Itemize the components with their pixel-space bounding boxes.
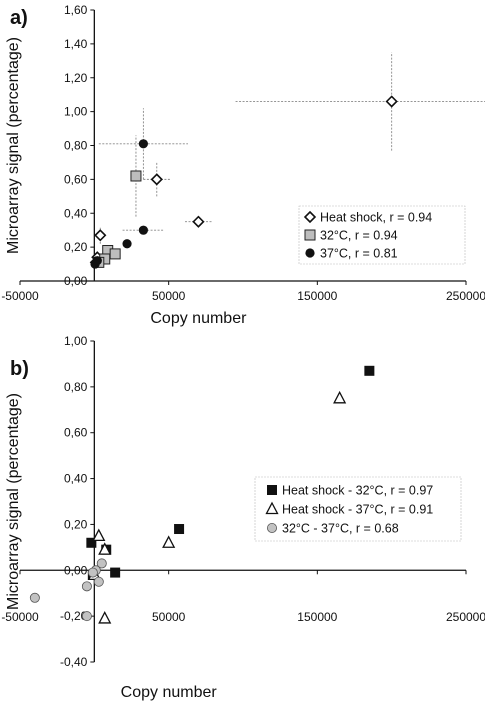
data-point-series-3 — [122, 239, 132, 249]
legend-label-2: Heat shock - 37°C, r = 0.91 — [282, 503, 433, 517]
data-point-series-1 — [385, 95, 398, 108]
y-tick-label: -0,20 — [60, 609, 88, 623]
y-axis-label-a: Microarray signal (percentage) — [5, 37, 22, 254]
data-point-series-3 — [96, 558, 107, 569]
y-tick-label: 0,60 — [64, 172, 88, 186]
data-point-series-2 — [333, 390, 347, 404]
x-tick-label: 150000 — [297, 610, 337, 624]
data-point-series-1 — [86, 537, 97, 548]
legend-marker-2 — [304, 229, 316, 241]
data-point-series-2 — [92, 528, 106, 542]
data-point-series-3 — [29, 592, 40, 603]
y-tick-label: 0,60 — [64, 426, 88, 440]
x-tick-label: 250000 — [446, 289, 485, 303]
legend-label-2: 32°C, r = 0.94 — [320, 229, 398, 243]
y-axis-label-b: Microarray signal (percentage) — [5, 393, 22, 610]
data-point-series-1 — [364, 365, 375, 376]
x-tick-label: 150000 — [297, 289, 337, 303]
legend-label-1: Heat shock - 32°C, r = 0.97 — [282, 484, 433, 498]
data-point-series-2 — [98, 611, 112, 624]
y-tick-label: 0,40 — [64, 472, 88, 486]
y-tick-label: 0,80 — [64, 139, 88, 153]
x-tick-label: -50000 — [1, 289, 39, 303]
panel-b-label: b) — [10, 358, 29, 380]
data-point-series-3 — [81, 611, 92, 622]
y-tick-label: 1,00 — [64, 105, 88, 119]
panel-b: b) -0,40 -0,20 0,00 0,20 0,40 0,60 0,80 1,00 -50… — [1, 334, 485, 701]
legend-marker-1 — [303, 210, 317, 224]
data-point-series-1 — [94, 229, 107, 242]
y-tick-label: 0,40 — [64, 206, 88, 220]
data-point-series-3 — [87, 567, 98, 578]
x-tick-label: -50000 — [1, 610, 39, 624]
legend-marker-3 — [305, 248, 315, 258]
y-tick-label: 0,20 — [64, 517, 88, 531]
data-point-series-1 — [110, 567, 121, 578]
x-tick-label: 250000 — [446, 610, 485, 624]
y-tick-label: 0,00 — [64, 274, 88, 288]
data-point-series-2 — [98, 542, 112, 555]
legend-marker-2 — [265, 501, 279, 515]
legend-label-1: Heat shock, r = 0.94 — [320, 211, 432, 225]
data-point-series-1 — [150, 173, 163, 186]
y-tick-label: 0,00 — [64, 563, 88, 577]
x-axis-label-a: Copy number — [150, 310, 247, 327]
legend-a-box — [298, 205, 466, 265]
y-tick-label: -0,40 — [60, 655, 88, 669]
legend-label-3: 32°C - 37°C, r = 0.68 — [282, 522, 399, 536]
data-point-series-2 — [130, 170, 142, 182]
x-tick-label: 50000 — [152, 289, 186, 303]
data-point-series-1 — [174, 524, 185, 535]
legend-label-3: 37°C, r = 0.81 — [320, 247, 398, 261]
y-tick-label: 0,20 — [64, 240, 88, 254]
legend-a: Heat shock, r = 0.94 32°C, r = 0.94 37°C, … — [298, 205, 466, 265]
y-tick-label: 1,40 — [64, 37, 88, 51]
y-tick-label: 1,60 — [64, 3, 88, 17]
data-point-series-2 — [109, 248, 121, 260]
data-point-series-1 — [192, 215, 205, 228]
x-tick-label: 50000 — [152, 610, 186, 624]
y-tick-label: 0,80 — [64, 380, 88, 394]
legend-b-box — [254, 476, 462, 542]
panel-a: a) 0,00 0,20 0,40 0,60 0,80 1,00 1,20 1,40 1,60 -… — [1, 3, 485, 327]
x-axis-label-b: Copy number — [121, 684, 218, 701]
panel-a-label: a) — [10, 7, 28, 29]
legend-b: Heat shock - 32°C, r = 0.97 Heat shock - … — [254, 476, 462, 542]
legend-marker-3 — [266, 523, 277, 534]
data-point-series-3 — [90, 259, 100, 269]
y-tick-label: 1,00 — [64, 334, 88, 348]
data-point-series-2 — [162, 535, 176, 548]
data-point-series-3 — [138, 139, 148, 149]
data-point-series-3 — [81, 581, 92, 592]
data-point-series-3 — [93, 576, 104, 587]
data-point-series-3 — [138, 225, 148, 235]
y-tick-label: 1,20 — [64, 71, 88, 85]
legend-marker-1 — [267, 485, 277, 495]
